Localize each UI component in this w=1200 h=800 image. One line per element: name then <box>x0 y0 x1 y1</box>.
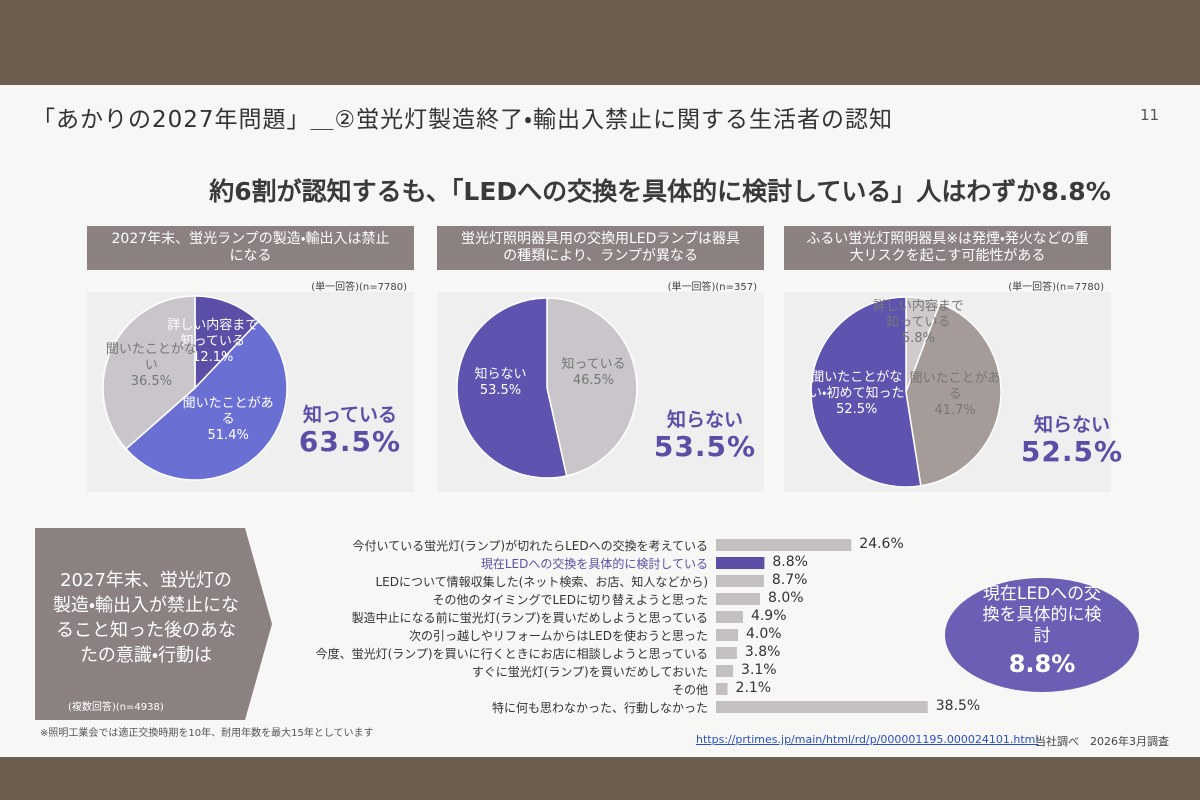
question-text: 2027年末、蛍光灯の製造・輸出入が禁止になること知った後のあなたの意識・行動は <box>52 570 240 666</box>
slide-title: 「あかりの2027年問題」＿②蛍光灯製造終了・輸出入禁止に関する生活者の認知 <box>32 107 893 133</box>
slice-category: 聞いたことがある <box>909 371 1001 403</box>
pie-note: (単一回答)(n=7780) <box>311 282 407 293</box>
pie-title: ふるい蛍光灯照明器具※は発煙・発火などの重大リスクを起こす可能性がある <box>806 231 1089 264</box>
slice-label: 知らない 53.5% <box>452 367 548 399</box>
bar-value: 3.1% <box>741 662 777 678</box>
summary-label: 知らない <box>1033 414 1110 436</box>
slice-label: 知っている 46.5% <box>546 357 642 389</box>
slice-value: 53.5% <box>479 383 522 399</box>
bar <box>716 629 738 641</box>
summary-value: 52.5% <box>1020 435 1124 468</box>
question-note: (複数回答)(n=4938) <box>68 702 164 713</box>
question-box <box>35 528 272 720</box>
bar-value: 2.1% <box>735 680 772 696</box>
bar-label: 製造中止になる前に蛍光灯(ランプ)を買いだめしようと思っている <box>351 611 708 625</box>
panel-header <box>87 226 414 270</box>
slice-value: 12.1% <box>192 349 234 365</box>
bar-value: 4.9% <box>750 608 787 624</box>
bar-value: 8.0% <box>768 590 804 606</box>
slice-label: 聞いたことがない 36.5% <box>103 342 199 390</box>
pie-note: (単一回答)(n=7780) <box>1008 282 1104 293</box>
bar-value: 38.5% <box>935 698 981 714</box>
summary-value: 63.5% <box>298 425 402 458</box>
footnote: ※照明工業会では適正交換時期を10年、耐用年数を最大15年としています <box>40 728 374 739</box>
bar <box>716 611 743 623</box>
panel-header <box>437 226 764 270</box>
bar-value: 3.8% <box>744 644 781 660</box>
pie-title: 2027年末、蛍光ランプの製造・輸出入は禁止になる <box>111 231 390 264</box>
pie-slice <box>102 295 196 450</box>
slice-label: 聞いたことがない・初めて知った 52.5% <box>809 370 905 418</box>
slice-value: 36.5% <box>130 374 173 390</box>
slice-label: 聞いたことがある 51.4% <box>180 396 276 444</box>
slice-value: 41.7% <box>934 403 976 419</box>
bar-label: すぐに蛍光灯(ランプ)を買いだめしておいた <box>471 665 708 679</box>
bar-label: 特に何も思わなかった、行動しなかった <box>491 701 708 715</box>
slice-value: 52.5% <box>836 401 878 417</box>
bar-label: 今付いている蛍光灯(ランプ)が切れたらLEDへの交換を考えている <box>352 539 708 553</box>
bar-value: 4.0% <box>746 626 782 642</box>
bar-label: その他 <box>671 683 708 697</box>
bar-value: 24.6% <box>859 536 904 552</box>
pie-slice <box>546 297 638 477</box>
bar-label: その他のタイミングでLEDに切り替えようと思った <box>432 593 708 607</box>
callout-bubble <box>945 578 1139 692</box>
slice-category: 詳しい内容まで知っている <box>167 317 259 349</box>
bar <box>716 647 737 659</box>
callout-text: 現在LEDへの交換を具体的に検討 <box>982 584 1102 646</box>
slice-category: 詳しい内容まで知っている <box>872 298 964 330</box>
slice-label: 詳しい内容まで知っている 5.8% <box>870 299 966 347</box>
slice-value: 46.5% <box>572 372 615 388</box>
pie-slice <box>194 295 260 390</box>
bar-label: LEDについて情報収集した(ネット検索、お店、知人などから) <box>375 575 708 589</box>
source-url: https://prtimes.jp/main/html/rd/p/000001… <box>696 733 1039 746</box>
pie-title: 蛍光灯照明器具用の交換用LEDランプは器具の種類により、ランプが異なる <box>460 231 740 264</box>
bar <box>716 593 760 605</box>
bar-value: 8.7% <box>771 572 808 588</box>
panel-header <box>784 226 1111 270</box>
bar-label: 次の引っ越しやリフォームからはLEDを使おうと思った <box>408 629 708 643</box>
summary-label: 知っている <box>302 404 398 426</box>
bar-value: 8.8% <box>772 554 808 570</box>
summary-label: 知らない <box>666 409 743 431</box>
page-number: 11 <box>1140 106 1160 124</box>
bar <box>716 575 764 587</box>
bar <box>716 557 765 569</box>
bar <box>716 539 852 551</box>
source-note: 当社調べ 2026年3月調査 <box>1035 735 1169 748</box>
pie-slice <box>124 320 288 481</box>
pie-slice <box>456 297 568 479</box>
summary-value: 53.5% <box>653 430 757 463</box>
pie-slice <box>810 296 922 488</box>
bar <box>716 665 734 677</box>
pie-slice <box>905 302 1002 487</box>
headline: 約6割が認知するも、「LEDへの交換を具体的に検討している」人はわずか8.8% <box>209 177 1111 206</box>
bar <box>716 683 728 695</box>
bar-label: 今度、蛍光灯(ランプ)を買いに行くときにお店に相談しようと思っている <box>315 647 708 661</box>
slice-label: 聞いたことがある 41.7% <box>907 371 1003 419</box>
slice-category: 知らない <box>474 367 527 383</box>
slice-value: 51.4% <box>207 428 249 444</box>
bar-label: 現在LEDへの交換を具体的に検討している <box>480 557 708 571</box>
slice-category: 聞いたことがない <box>105 342 197 374</box>
slice-category: 聞いたことがある <box>182 396 274 428</box>
slice-value: 5.8% <box>901 330 935 346</box>
slice-category: 聞いたことがない・初めて知った <box>809 369 905 401</box>
pie-note: (単一回答)(n=357) <box>667 282 757 293</box>
bar <box>716 701 928 713</box>
slice-label: 詳しい内容まで知っている 12.1% <box>165 318 261 366</box>
slice-category: 知っている <box>561 356 626 372</box>
callout-value: 8.8% <box>1008 650 1076 678</box>
